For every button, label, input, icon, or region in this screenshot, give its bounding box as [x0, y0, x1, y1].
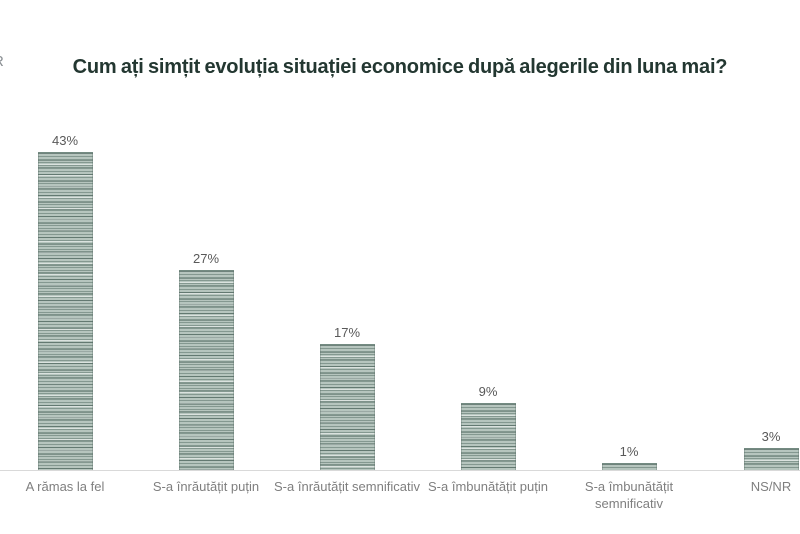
bar: [37, 152, 93, 470]
bar-group-imbunatatit-semnificativ: 1% S-a îmbunătățit semnificativ: [554, 444, 704, 511]
bar-value-label: 9%: [478, 384, 498, 399]
bar: [319, 344, 375, 470]
bar: [460, 403, 516, 470]
category-label: S-a înrăutățit puțin: [152, 479, 260, 494]
bar-value-label: 43%: [51, 133, 79, 148]
category-label: S-a îmbunătățit puțin: [428, 479, 548, 494]
category-label: S-a îmbunătățit semnificativ: [584, 479, 674, 511]
bar-value-label: 1%: [619, 444, 639, 459]
bar-group-imbunatatit-putin: 9% S-a îmbunătățit puțin: [413, 384, 563, 494]
chart-title: Cum ați simțit evoluția situației econom…: [72, 56, 728, 78]
bar-value-label: 17%: [333, 325, 361, 340]
bar-group-a-ramas-la-fel: 43% A rămas la fel: [0, 133, 140, 494]
bar-value-label: 3%: [761, 429, 781, 444]
bar-value-label: 27%: [192, 251, 220, 266]
bar-group-inrautatit-semnificativ: 17% S-a înrăutățit semnificativ: [272, 325, 422, 494]
bar-group-inrautatit-putin: 27% S-a înrăutățit puțin: [131, 251, 281, 494]
category-label: A rămas la fel: [25, 479, 105, 494]
bar: [178, 270, 234, 470]
bar: [601, 463, 657, 470]
x-axis-line: [0, 470, 800, 471]
bar: [743, 448, 799, 470]
bar-group-ns-nr: 3% NS/NR: [696, 429, 800, 494]
watermark-logo-partial: R: [0, 53, 4, 70]
category-label: S-a înrăutățit semnificativ: [274, 479, 420, 494]
category-label: NS/NR: [750, 479, 792, 494]
